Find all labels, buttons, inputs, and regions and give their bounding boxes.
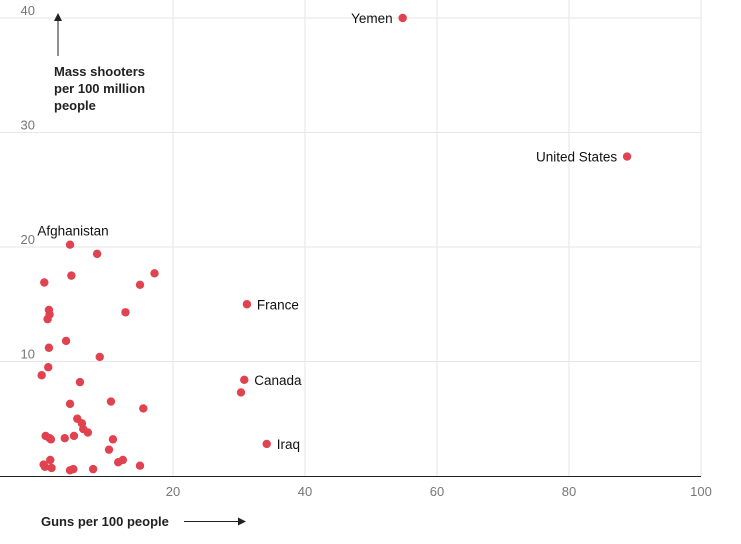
y-axis-label-line: Mass shooters bbox=[54, 64, 145, 79]
data-point bbox=[106, 397, 116, 406]
data-point-labeled bbox=[240, 375, 249, 385]
data-point bbox=[40, 462, 50, 472]
y-tick-label: 20 bbox=[21, 232, 35, 247]
data-point-labeled bbox=[65, 240, 75, 249]
data-point bbox=[46, 435, 56, 444]
data-point bbox=[60, 434, 69, 443]
x-axis-label: Guns per 100 people bbox=[41, 514, 169, 529]
data-point bbox=[40, 278, 49, 287]
data-point bbox=[83, 428, 93, 437]
data-point bbox=[37, 371, 46, 380]
x-axis-arrow-icon bbox=[238, 517, 246, 526]
data-point bbox=[67, 271, 76, 280]
point-label: United States bbox=[536, 150, 617, 165]
y-axis-label-line: people bbox=[54, 98, 96, 113]
point-label: Afghanistan bbox=[37, 224, 108, 239]
x-tick-label: 20 bbox=[166, 484, 180, 499]
data-point bbox=[236, 388, 246, 397]
data-point bbox=[44, 343, 54, 352]
data-point bbox=[121, 308, 130, 317]
point-label: Canada bbox=[254, 373, 302, 388]
y-tick-label: 30 bbox=[21, 118, 35, 133]
data-point-labeled bbox=[622, 152, 632, 161]
x-tick-label: 100 bbox=[690, 484, 712, 499]
data-point bbox=[46, 455, 55, 465]
point-label: Iraq bbox=[277, 437, 300, 452]
data-point bbox=[135, 461, 145, 470]
point-label: France bbox=[257, 297, 299, 312]
data-point bbox=[88, 464, 98, 474]
data-point bbox=[104, 445, 114, 454]
data-point bbox=[47, 463, 56, 473]
data-point bbox=[92, 249, 102, 259]
data-point bbox=[118, 455, 128, 465]
data-point bbox=[65, 399, 75, 409]
x-tick-label: 80 bbox=[562, 484, 576, 499]
x-tick-label: 40 bbox=[298, 484, 312, 499]
data-point bbox=[150, 269, 159, 278]
data-point bbox=[69, 431, 79, 441]
data-point bbox=[135, 280, 145, 289]
data-point-labeled bbox=[242, 300, 252, 309]
y-tick-label: 10 bbox=[21, 347, 35, 362]
data-point bbox=[108, 435, 118, 444]
data-point bbox=[69, 464, 78, 474]
y-tick-label: 40 bbox=[21, 3, 35, 18]
data-point-labeled bbox=[262, 439, 271, 449]
x-tick-label: 60 bbox=[430, 484, 444, 499]
point-label: Yemen bbox=[351, 11, 393, 26]
data-point bbox=[44, 363, 53, 372]
y-axis-arrow-icon bbox=[54, 13, 62, 21]
data-point bbox=[95, 352, 104, 362]
data-point-labeled bbox=[398, 13, 407, 23]
data-point bbox=[43, 314, 52, 324]
data-point bbox=[61, 336, 71, 346]
data-point bbox=[139, 404, 148, 413]
data-point bbox=[75, 377, 85, 387]
y-axis-label-line: per 100 million bbox=[54, 81, 145, 96]
